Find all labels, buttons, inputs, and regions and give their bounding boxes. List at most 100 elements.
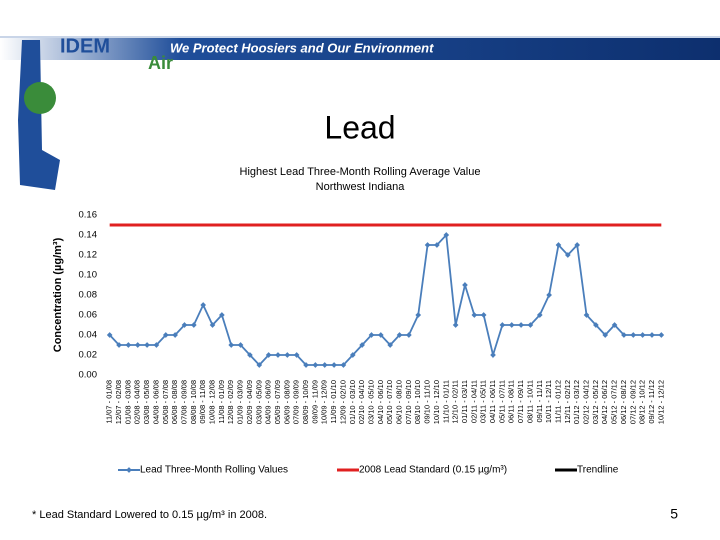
- x-tick-label: 09/12 - 11/12: [647, 380, 656, 424]
- y-tick-label: 0.12: [79, 250, 98, 261]
- x-tick-label: 10/08 - 12/08: [208, 380, 217, 424]
- x-tick-label: 05/08 - 07/08: [161, 380, 170, 424]
- data-point: [106, 332, 113, 338]
- x-tick-label: 11/10 - 01/11: [441, 380, 450, 423]
- legend-label: Trendline: [577, 465, 619, 476]
- x-tick-label: 09/11 - 11/11: [535, 380, 544, 423]
- x-tick-label: 05/09 - 07/09: [273, 380, 282, 424]
- data-point: [228, 342, 235, 348]
- data-point: [321, 362, 328, 368]
- data-point: [162, 332, 169, 338]
- x-tick-label: 01/11 - 03/11: [460, 380, 469, 423]
- data-point: [293, 352, 300, 358]
- x-tick-label: 11/11 - 01/12: [553, 380, 562, 423]
- data-point: [471, 312, 478, 318]
- data-line: [109, 232, 662, 367]
- x-tick-label: 07/11 - 09/11: [516, 380, 525, 423]
- legend-label: 2008 Lead Standard (0.15 µg/m³): [359, 465, 507, 476]
- x-tick-label: 11/09 - 01/10: [329, 380, 338, 424]
- y-tick-label: 0.16: [79, 210, 98, 221]
- x-tick-label: 08/09 - 10/09: [301, 380, 310, 424]
- data-point: [265, 352, 272, 358]
- data-point: [387, 342, 394, 348]
- data-point: [340, 362, 347, 368]
- x-tick-label: 12/08 - 02/09: [226, 380, 235, 424]
- x-tick-label: 03/09 - 05/09: [254, 380, 263, 424]
- data-point: [555, 242, 562, 248]
- x-tick-label: 01/12 - 03/12: [572, 380, 581, 424]
- footnote: * Lead Standard Lowered to 0.15 µg/m³ in…: [32, 509, 267, 521]
- data-point: [237, 342, 244, 348]
- data-point: [406, 332, 412, 338]
- slide-title: Lead: [324, 109, 395, 145]
- x-tick-label: 10/10 - 12/10: [432, 380, 441, 424]
- x-tick-label: 11/07 - 01/08: [105, 380, 114, 424]
- data-point: [518, 322, 524, 328]
- data-point: [125, 342, 132, 348]
- data-point: [415, 312, 422, 318]
- data-point: [359, 342, 365, 348]
- x-tick-label: 03/11 - 05/11: [479, 380, 488, 423]
- data-point: [611, 322, 618, 328]
- x-tick-label: 09/10 - 11/10: [423, 380, 432, 424]
- data-point: [396, 332, 403, 338]
- x-tick-label: 02/10 - 04/10: [357, 380, 366, 424]
- data-point: [630, 332, 637, 338]
- x-tick-label: 10/11 - 12/11: [544, 380, 553, 423]
- x-tick-label: 07/09 - 09/09: [292, 380, 301, 424]
- x-tick-label: 10/09 - 12/09: [320, 380, 329, 424]
- x-tick-label: 01/09 - 03/09: [236, 380, 245, 424]
- x-tick-label: 09/08 - 11/08: [198, 380, 207, 424]
- logo-text: IDEM: [60, 35, 110, 57]
- data-point: [480, 312, 487, 318]
- data-point: [256, 362, 263, 368]
- header-section: Air: [148, 53, 173, 73]
- data-point: [275, 352, 281, 358]
- header-slogan: We Protect Hoosiers and Our Environment: [170, 40, 434, 55]
- data-point: [303, 362, 309, 368]
- data-point: [181, 322, 188, 328]
- x-tick-label: 07/12 - 09/12: [628, 380, 637, 424]
- x-tick-label: 03/08 - 05/08: [142, 380, 151, 424]
- x-tick-label: 09/09 - 11/09: [310, 380, 319, 424]
- x-tick-label: 04/08 - 06/08: [151, 380, 160, 424]
- data-point: [172, 332, 178, 338]
- data-point: [574, 242, 581, 248]
- data-point: [536, 312, 543, 318]
- data-point: [583, 312, 590, 318]
- header-band: [0, 38, 720, 60]
- data-point: [424, 242, 431, 248]
- x-tick-label: 04/10 - 06/10: [376, 380, 385, 424]
- data-point: [443, 232, 450, 238]
- data-point: [312, 362, 319, 368]
- x-tick-label: 03/10 - 05/10: [366, 380, 375, 424]
- data-point: [462, 282, 468, 288]
- y-tick-label: 0.06: [79, 310, 98, 321]
- data-point: [219, 312, 225, 318]
- x-tick-label: 12/10 - 02/11: [451, 380, 460, 424]
- x-tick-label: 06/08 - 08/08: [170, 380, 179, 424]
- y-tick-label: 0.14: [79, 230, 98, 241]
- logo-tree: [24, 82, 56, 114]
- x-tick-label: 08/12 - 10/12: [638, 380, 647, 424]
- x-tick-label: 04/12 - 06/12: [600, 380, 609, 424]
- x-tick-label: 07/08 - 09/08: [179, 380, 188, 424]
- data-point: [153, 342, 160, 348]
- data-point: [349, 352, 356, 358]
- data-point: [499, 322, 506, 328]
- x-tick-label: 05/12 - 07/12: [610, 380, 619, 424]
- x-tick-label: 06/11 - 08/11: [507, 380, 516, 423]
- x-tick-label: 02/11 - 04/11: [469, 380, 478, 423]
- data-point: [527, 322, 534, 328]
- x-tick-label: 06/10 - 08/10: [395, 380, 404, 424]
- data-point: [508, 322, 515, 328]
- data-point: [593, 322, 599, 328]
- data-point: [602, 332, 609, 338]
- x-tick-label: 02/08 - 04/08: [133, 380, 142, 424]
- legend-label: Lead Three-Month Rolling Values: [140, 465, 288, 476]
- data-point: [134, 342, 141, 348]
- x-tick-label: 02/12 - 04/12: [582, 380, 591, 424]
- legend-marker: [126, 467, 132, 473]
- indiana-logo: [18, 40, 60, 190]
- y-tick-label: 0.10: [79, 270, 98, 281]
